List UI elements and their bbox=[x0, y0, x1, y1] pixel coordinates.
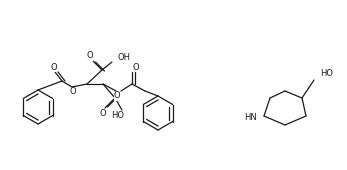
Text: O: O bbox=[70, 88, 76, 97]
Text: O: O bbox=[114, 91, 120, 100]
Text: O: O bbox=[87, 52, 93, 61]
Text: O: O bbox=[100, 108, 106, 117]
Text: HO: HO bbox=[320, 69, 333, 78]
Text: O: O bbox=[133, 63, 139, 72]
Text: O: O bbox=[51, 63, 57, 72]
Text: HO: HO bbox=[111, 112, 125, 121]
Text: OH: OH bbox=[118, 53, 131, 62]
Text: HN: HN bbox=[244, 114, 257, 123]
